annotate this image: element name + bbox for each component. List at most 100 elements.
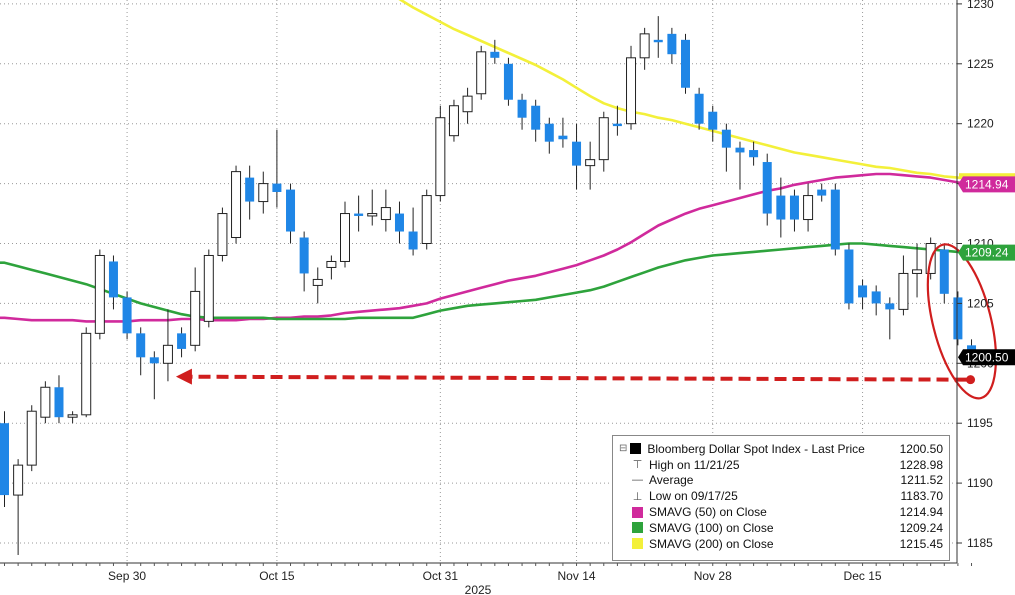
candle (558, 117, 568, 148)
legend-row: SMAVG (200) on Close 1215.45 (619, 536, 943, 552)
right-label-partial (959, 173, 1015, 180)
candle (367, 189, 378, 226)
candle-body-down (408, 231, 418, 250)
candle-body-down (394, 213, 404, 232)
candle (490, 39, 500, 64)
y-tick-label: 1220 (967, 117, 994, 131)
candle-body-up (912, 269, 923, 274)
legend-value: 1200.50 (899, 441, 943, 456)
candle (953, 291, 963, 346)
candle (817, 183, 827, 202)
candle (871, 285, 881, 316)
candle (749, 141, 759, 166)
candle-body-down (681, 39, 690, 88)
candle (503, 57, 513, 106)
candle-body-down (149, 357, 159, 364)
right-value-tag (958, 176, 1015, 193)
candle (272, 129, 282, 208)
candle-body-up (312, 278, 323, 286)
high-marker-icon: ⊤ (632, 459, 643, 472)
candle-body-down (721, 129, 731, 148)
candle (81, 327, 92, 418)
x-tick-label: Oct 31 (423, 569, 459, 583)
candle (639, 27, 650, 70)
candle (544, 117, 554, 154)
candle (94, 249, 105, 340)
y-tick-label: 1205 (967, 296, 994, 310)
candle (762, 153, 772, 226)
candle (162, 309, 173, 382)
candle (830, 183, 840, 256)
candle (844, 243, 854, 310)
x-axis-label: 2025 (465, 583, 492, 595)
candle (735, 141, 745, 190)
legend-label: SMAVG (50) on Close (649, 505, 767, 520)
legend-value: 1214.94 (899, 505, 943, 520)
right-value-tag (958, 244, 1015, 261)
candle-body-down (122, 297, 132, 334)
candle (585, 141, 596, 190)
candle-body-up (190, 290, 201, 346)
candle-body-down (299, 237, 309, 274)
candle (258, 171, 269, 214)
legend-value: 1183.70 (900, 489, 944, 504)
candle (136, 327, 146, 376)
arrow-head (175, 368, 192, 385)
annotation (175, 243, 998, 400)
candle (203, 249, 214, 328)
candle-body-up (462, 95, 473, 113)
legend-row: SMAVG (50) on Close 1214.94 (619, 504, 943, 520)
right-value-label: 1200.50 (958, 349, 1015, 366)
candle-body-down (544, 123, 554, 142)
legend-row: — Average 1211.52 (619, 473, 943, 489)
candle-body-down (0, 423, 9, 496)
ma-line (0, 242, 972, 321)
candle (708, 105, 718, 142)
legend-swatch (630, 443, 642, 455)
candle-body-down (108, 261, 118, 298)
legend-row: ⊤ High on 11/21/25 1228.98 (619, 457, 943, 473)
candle-body-up (421, 195, 432, 244)
x-tick-label: Oct 15 (259, 569, 295, 583)
candle-body-up (435, 117, 446, 197)
candle-body-down (871, 291, 881, 304)
candle (939, 243, 949, 304)
candle (354, 195, 364, 232)
candle (108, 255, 118, 310)
candle (122, 291, 132, 340)
legend-row: ⊟ Bloomberg Dollar Spot Index - Last Pric… (619, 441, 943, 457)
right-value-text: 1214.94 (965, 177, 1009, 191)
low-marker-icon: ⊥ (632, 490, 643, 503)
candle-body-up (258, 183, 269, 203)
candle-body-up (585, 159, 596, 167)
candle-body-down (749, 150, 759, 158)
candle-body-down (572, 141, 582, 166)
candle (435, 105, 446, 202)
candle-body-up (639, 33, 650, 59)
legend-collapse-icon[interactable]: ⊟ (619, 443, 628, 455)
candle (326, 255, 337, 280)
highlight-ellipse (926, 243, 998, 400)
candle-body-up (626, 57, 637, 125)
legend-label: SMAVG (200) on Close (649, 536, 774, 551)
legend-label: Low on 09/17/25 (649, 489, 738, 504)
candle (776, 177, 786, 238)
legend-label: Bloomberg Dollar Spot Index - Last Price (647, 441, 865, 456)
candle-body-down (517, 99, 527, 118)
candle (448, 99, 459, 142)
candle-body-up (340, 213, 350, 262)
candle (667, 27, 677, 64)
legend: ⊟ Bloomberg Dollar Spot Index - Last Pric… (612, 435, 950, 561)
candle-body-down (272, 183, 282, 192)
candle (67, 411, 78, 424)
candle (54, 375, 64, 424)
candle-body-down (354, 213, 364, 216)
y-tick-label: 1195 (967, 416, 993, 430)
candle-body-down (830, 189, 840, 250)
candle (394, 201, 404, 244)
candle-body-down (844, 249, 854, 304)
y-tick-label: 1190 (967, 476, 993, 490)
candle-body-up (67, 414, 78, 418)
